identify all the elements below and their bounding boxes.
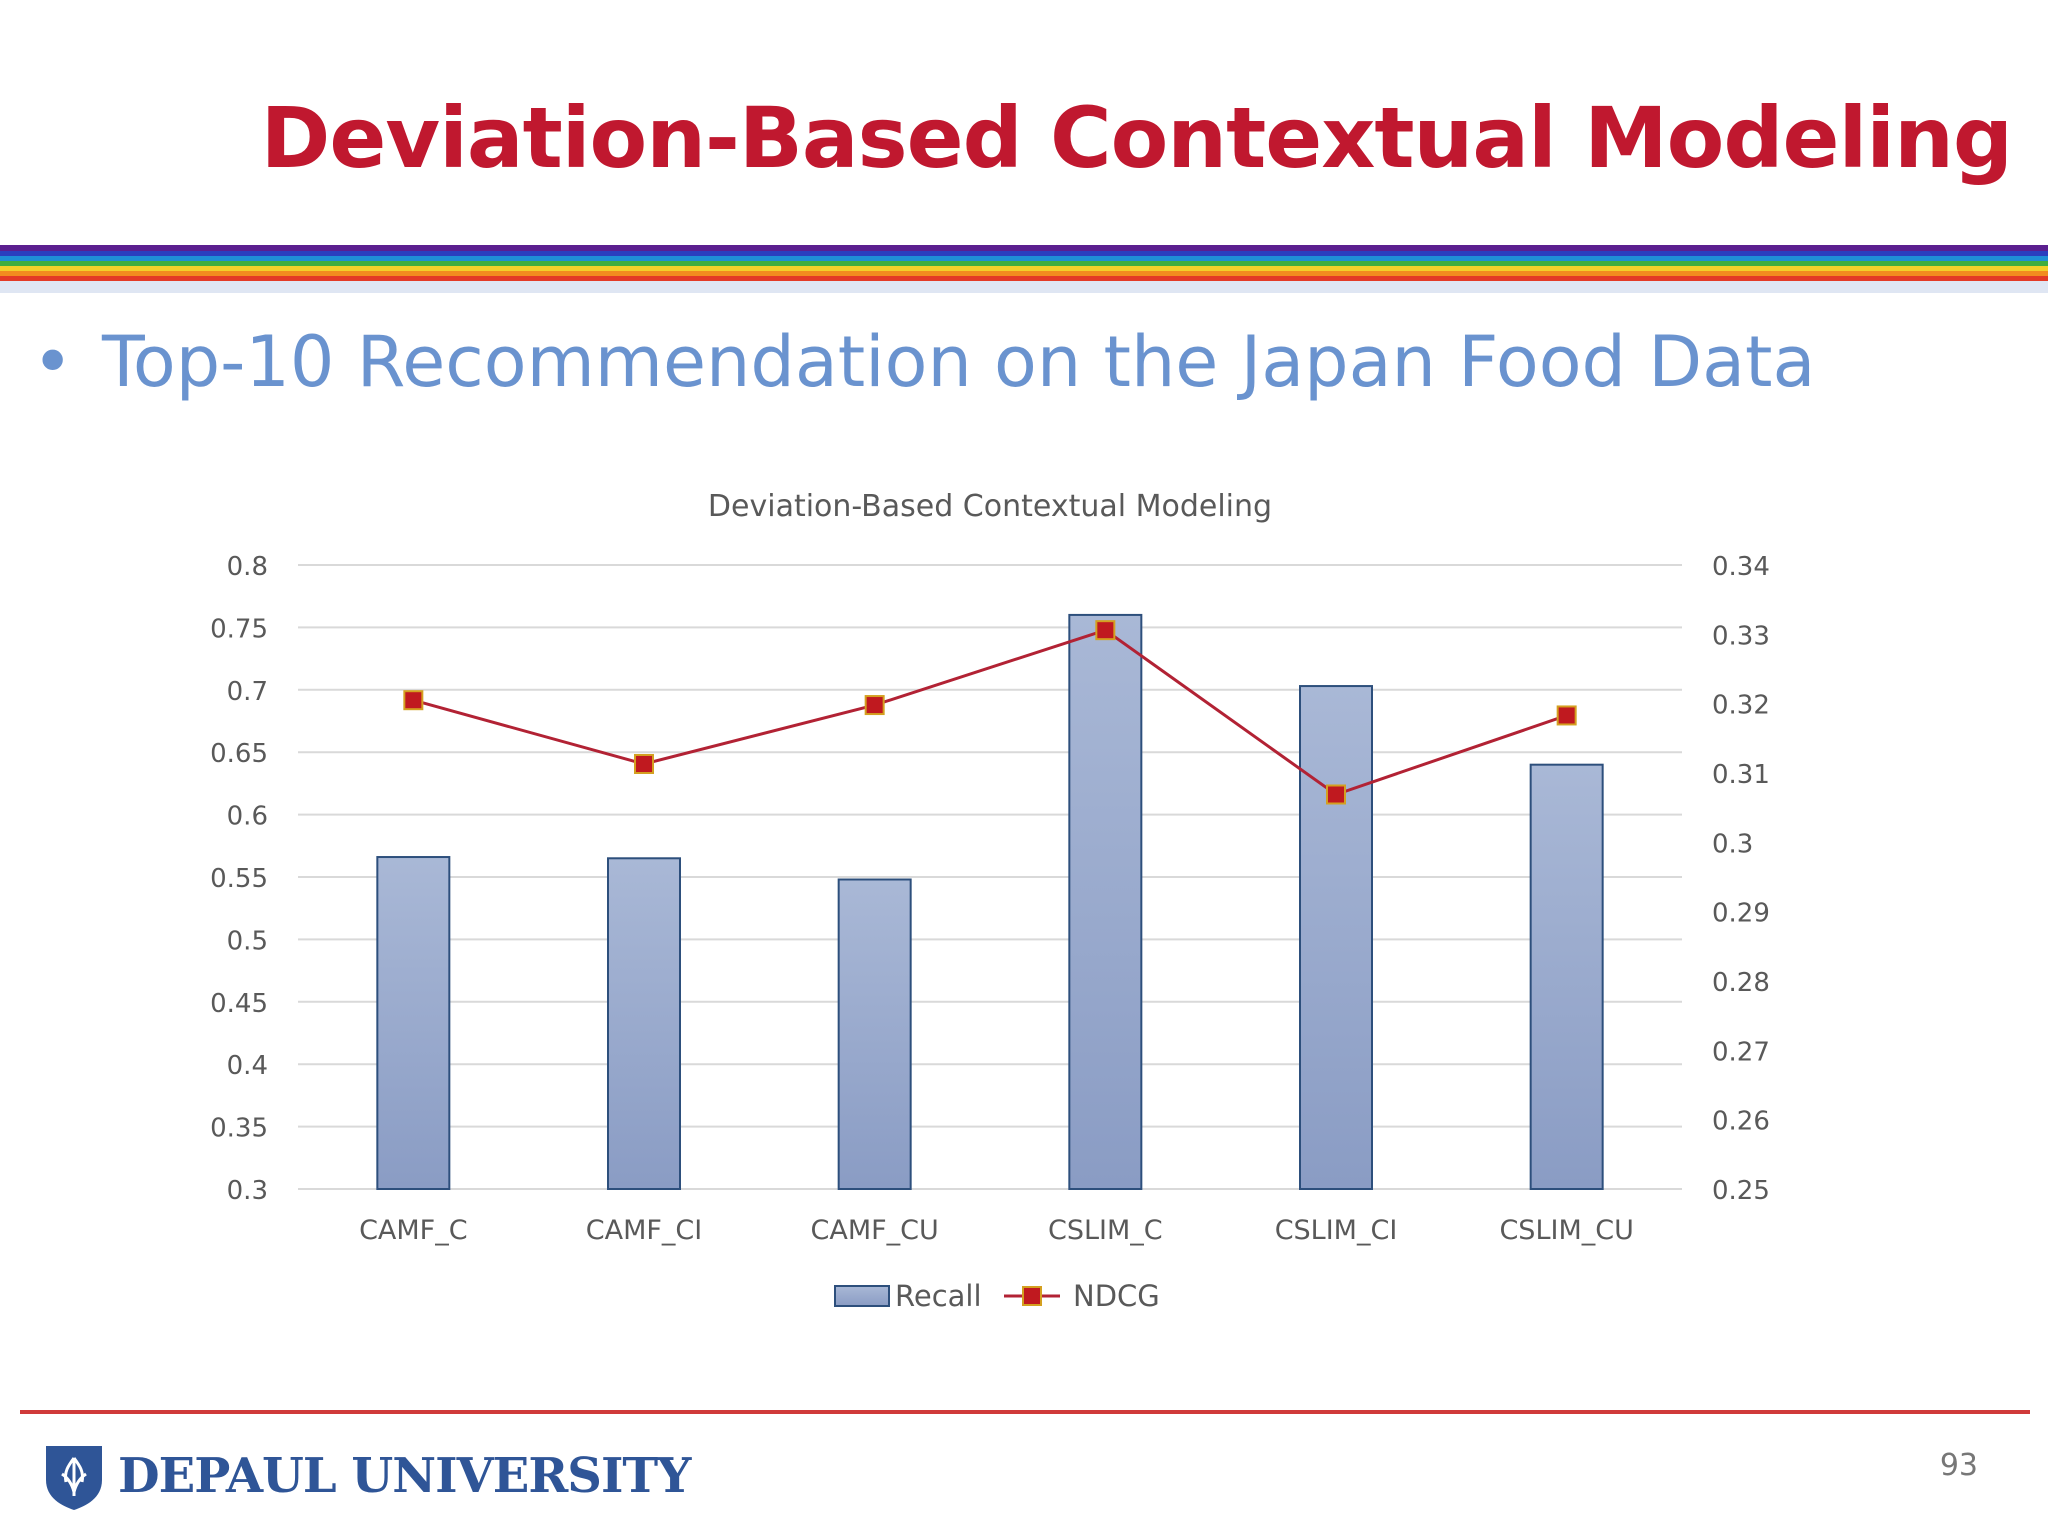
footer-divider: [20, 1410, 2030, 1414]
x-tick-label: CSLIM_C: [1048, 1215, 1163, 1246]
legend-recall-label: Recall: [895, 1279, 982, 1313]
ndcg-marker: [403, 690, 424, 711]
y-right-tick-labels: 0.25 0.26 0.27 0.28 0.29 0.3 0.31 0.32 0.33 0.34: [1712, 552, 1770, 1206]
y-right-tick-label: 0.28: [1712, 968, 1770, 998]
x-tick-label: CAMF_CU: [811, 1215, 939, 1246]
x-tick-label: CSLIM_CU: [1499, 1215, 1633, 1246]
y-right-tick-label: 0.34: [1712, 552, 1770, 582]
recall-bar: [837, 878, 912, 1190]
chart-title: Deviation-Based Contextual Modeling: [708, 489, 1272, 524]
y-right-tick-label: 0.32: [1712, 691, 1770, 721]
y-left-tick-labels: 0.3 0.35 0.4 0.45 0.5 0.55 0.6 0.65 0.7 0.75 0.8: [210, 552, 268, 1206]
y-left-tick-label: 0.5: [227, 926, 268, 956]
recall-bar: [1068, 613, 1143, 1191]
gridlines: [298, 564, 1682, 1190]
y-left-tick-label: 0.3: [227, 1176, 268, 1206]
x-tick-label: CAMF_C: [359, 1215, 468, 1246]
legend-ndcg-label: NDCG: [1073, 1279, 1160, 1313]
combo-chart: Deviation-Based Contextual Modeling 0.30…: [210, 489, 1770, 1313]
legend: Recall NDCG: [834, 1279, 1160, 1313]
y-right-tick-label: 0.27: [1712, 1037, 1770, 1067]
ndcg-marker: [1326, 784, 1346, 805]
recall-bar: [1299, 685, 1373, 1190]
ndcg-marker: [1556, 705, 1577, 726]
y-right-tick-label: 0.3: [1712, 829, 1753, 859]
ndcg-marker: [634, 753, 654, 774]
y-left-tick-label: 0.7: [227, 677, 268, 707]
recall-bar: [376, 856, 451, 1190]
bullet-text: Top-10 Recommendation on the Japan Food …: [102, 321, 1816, 403]
y-left-tick-label: 0.35: [210, 1114, 268, 1144]
recall-bar: [607, 857, 681, 1190]
y-left-tick-label: 0.55: [210, 864, 268, 894]
recall-bars: [376, 613, 1604, 1191]
slide-title: Deviation-Based Contextual Modeling: [260, 89, 2013, 187]
ndcg-line: [403, 620, 1577, 805]
y-left-tick-label: 0.75: [210, 614, 268, 644]
y-left-tick-label: 0.4: [227, 1051, 268, 1081]
bullet-point: • Top-10 Recommendation on the Japan Food…: [32, 320, 1815, 404]
ndcg-marker: [864, 695, 885, 716]
x-tick-label: CSLIM_CI: [1275, 1215, 1398, 1246]
recall-bar: [1529, 763, 1604, 1190]
y-right-tick-label: 0.25: [1712, 1176, 1770, 1206]
rainbow-divider: [0, 245, 2048, 293]
x-tick-labels: CAMF_C CAMF_CI CAMF_CU CSLIM_C CSLIM_CI CSLIM…: [359, 1215, 1634, 1246]
depaul-shield-icon: [46, 1446, 102, 1510]
y-left-tick-label: 0.65: [210, 739, 268, 769]
legend-ndcg-marker: [1022, 1286, 1042, 1306]
university-logo: DEPAUL UNIVERSITY: [42, 1436, 691, 1516]
y-right-tick-label: 0.29: [1712, 899, 1770, 929]
y-right-tick-label: 0.26: [1712, 1107, 1770, 1137]
page-number: 93: [1939, 1448, 1978, 1483]
bullet-dot-icon: •: [32, 321, 74, 403]
y-left-tick-label: 0.45: [210, 989, 268, 1019]
y-left-tick-label: 0.8: [227, 552, 268, 582]
y-right-tick-label: 0.33: [1712, 621, 1770, 651]
ndcg-marker: [1095, 620, 1116, 641]
y-left-tick-label: 0.6: [227, 802, 268, 832]
university-name: DEPAUL UNIVERSITY: [118, 1448, 691, 1504]
ndcg-series-line: [412, 628, 1568, 797]
y-right-tick-label: 0.31: [1712, 760, 1770, 790]
x-tick-label: CAMF_CI: [586, 1215, 702, 1246]
legend-recall-swatch: [834, 1285, 890, 1307]
